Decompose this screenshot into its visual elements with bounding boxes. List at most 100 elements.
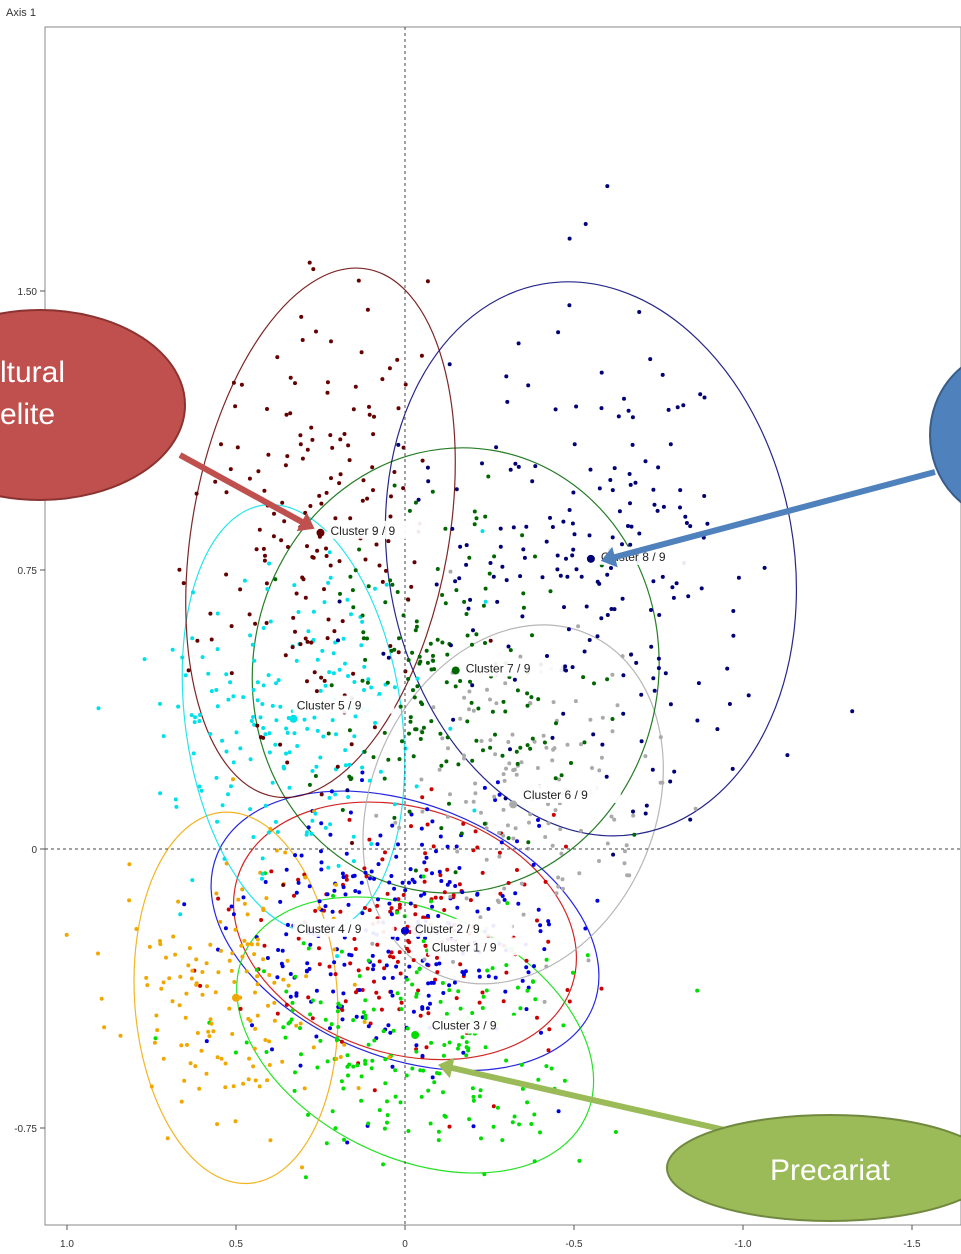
- data-point: [359, 880, 364, 885]
- data-point: [420, 1006, 425, 1011]
- data-point: [319, 675, 324, 680]
- data-point: [529, 1122, 534, 1126]
- data-point: [99, 996, 104, 1001]
- callout-text: ltural: [0, 356, 65, 389]
- data-point: [377, 995, 381, 1000]
- data-point: [616, 414, 621, 419]
- data-point: [189, 713, 194, 718]
- data-point: [343, 748, 348, 753]
- data-point: [503, 989, 508, 994]
- data-point: [387, 1055, 392, 1060]
- data-point: [204, 961, 209, 966]
- data-point: [360, 770, 365, 775]
- data-point: [440, 640, 445, 645]
- data-point: [363, 870, 368, 875]
- data-point: [361, 630, 366, 635]
- data-point: [231, 760, 236, 765]
- data-point: [305, 544, 309, 549]
- data-point: [441, 1053, 446, 1058]
- data-point: [335, 764, 340, 769]
- data-point: [419, 893, 423, 898]
- data-point: [409, 812, 414, 817]
- data-point: [283, 653, 288, 658]
- data-point: [183, 1015, 188, 1020]
- data-point: [318, 755, 323, 760]
- data-point: [627, 873, 632, 878]
- data-point: [437, 767, 442, 772]
- data-point: [622, 861, 627, 866]
- data-point: [454, 487, 459, 492]
- data-point: [439, 826, 444, 831]
- data-point: [349, 742, 354, 747]
- data-point: [329, 339, 333, 344]
- data-point: [599, 616, 604, 621]
- data-point: [571, 490, 576, 495]
- data-point: [493, 798, 498, 802]
- data-point: [525, 743, 530, 748]
- data-point: [565, 742, 570, 747]
- data-point: [458, 716, 463, 721]
- data-point: [483, 1045, 488, 1050]
- data-point: [273, 742, 278, 747]
- data-point: [388, 578, 393, 583]
- data-point: [390, 993, 395, 998]
- data-point: [271, 534, 276, 539]
- data-point: [457, 576, 462, 581]
- data-point: [525, 703, 530, 708]
- data-point: [446, 746, 450, 751]
- data-point: [621, 673, 626, 678]
- data-point: [359, 1098, 364, 1103]
- data-point: [387, 366, 392, 371]
- data-point: [324, 546, 328, 551]
- data-point: [612, 817, 617, 822]
- data-point: [501, 999, 506, 1004]
- data-point: [325, 892, 330, 897]
- data-point: [565, 574, 570, 579]
- data-point: [267, 1039, 272, 1044]
- data-point: [518, 654, 523, 659]
- data-point: [414, 784, 419, 789]
- data-point: [334, 732, 338, 737]
- data-point: [389, 989, 394, 994]
- data-point: [384, 963, 389, 968]
- data-point: [483, 514, 488, 519]
- data-point: [550, 843, 555, 848]
- data-point: [477, 974, 482, 979]
- data-point: [308, 942, 313, 947]
- data-point: [238, 587, 243, 592]
- data-point: [365, 966, 370, 971]
- data-point: [526, 846, 531, 851]
- data-point: [182, 1078, 187, 1083]
- data-point: [173, 952, 178, 957]
- cluster-label: Cluster 7 / 9: [466, 661, 531, 675]
- data-point: [422, 957, 427, 962]
- data-point: [182, 902, 187, 907]
- data-point: [318, 1038, 323, 1043]
- cluster-center-7: [451, 666, 460, 675]
- data-point: [371, 488, 375, 493]
- data-point: [610, 535, 615, 540]
- data-point: [535, 918, 539, 923]
- data-point: [569, 761, 573, 765]
- data-point: [632, 832, 637, 837]
- data-point: [233, 927, 238, 932]
- data-point: [280, 948, 285, 953]
- data-point: [599, 370, 604, 375]
- data-point: [261, 546, 266, 551]
- data-point: [331, 651, 336, 656]
- data-point: [307, 260, 312, 265]
- data-point: [374, 542, 379, 547]
- data-point: [643, 754, 648, 759]
- data-point: [591, 732, 596, 737]
- data-point: [240, 954, 245, 959]
- data-point: [334, 1038, 339, 1043]
- data-point: [211, 1029, 216, 1034]
- data-point: [336, 638, 340, 643]
- data-point: [397, 905, 402, 910]
- data-point: [353, 889, 358, 893]
- data-point: [333, 882, 338, 887]
- data-point: [338, 591, 342, 596]
- data-point: [533, 464, 538, 469]
- data-point: [475, 891, 480, 896]
- data-point: [430, 871, 434, 876]
